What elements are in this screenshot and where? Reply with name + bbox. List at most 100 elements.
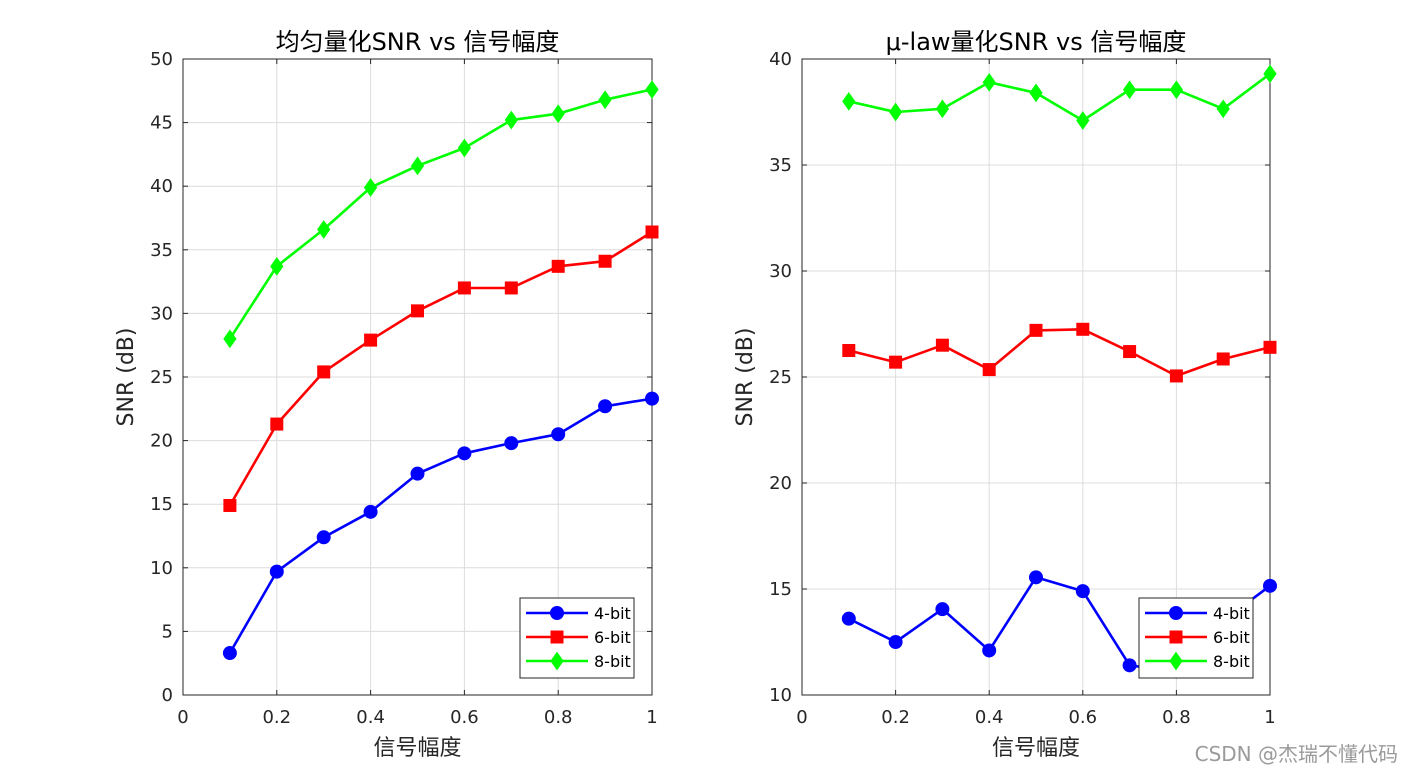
legend-marker: [1169, 606, 1183, 620]
data-point: [598, 399, 613, 414]
data-point: [364, 333, 378, 347]
data-point: [551, 427, 566, 442]
data-point: [1263, 578, 1277, 593]
legend-marker: [550, 651, 564, 671]
series-line: [848, 327, 1271, 378]
y-tick-label: 50: [150, 49, 173, 70]
y-tick-label: 20: [769, 473, 792, 494]
data-point: [270, 417, 284, 431]
x-tick-label: 0.8: [544, 707, 573, 728]
data-point: [645, 225, 659, 239]
legend-label: 4-bit: [594, 604, 631, 623]
data-point: [504, 110, 518, 130]
data-point: [457, 138, 472, 158]
x-tick-label: 0.6: [1068, 707, 1097, 728]
data-point: [1123, 345, 1137, 359]
x-tick-label: 0.2: [262, 707, 291, 728]
x-tick-label: 0: [177, 707, 188, 728]
data-point: [982, 643, 997, 658]
y-axis-label: SNR (dB): [733, 328, 758, 427]
legend-marker: [1169, 651, 1183, 671]
chart-title: 均匀量化SNR vs 信号幅度: [276, 28, 560, 56]
data-point: [363, 504, 378, 519]
y-tick-label: 40: [150, 176, 173, 197]
data-point: [982, 72, 996, 92]
data-point: [269, 564, 284, 579]
data-point: [1263, 340, 1277, 354]
y-tick-label: 15: [769, 579, 792, 600]
y-tick-label: 25: [769, 367, 792, 388]
chart-uniform-quantization: 0 0.2 0.4 0.6 0.8 105101520253035404550均匀量化SN…: [114, 28, 659, 761]
data-point: [1075, 584, 1090, 599]
data-point: [598, 90, 612, 110]
data-point: [410, 466, 425, 481]
legend-label: 4-bit: [1213, 604, 1250, 623]
legend-marker: [1169, 630, 1183, 644]
data-point: [222, 646, 237, 661]
series-8-bit: [842, 64, 1277, 130]
data-point: [411, 304, 424, 318]
series-line: [848, 72, 1271, 122]
data-point: [598, 254, 612, 268]
y-tick-label: 30: [769, 261, 792, 282]
series-line: [228, 88, 653, 340]
data-point: [1122, 80, 1137, 100]
series-line: [228, 397, 653, 654]
data-point: [1169, 80, 1184, 100]
data-point: [1169, 369, 1183, 383]
data-point: [270, 256, 284, 276]
legend-label: 8-bit: [1213, 652, 1250, 671]
data-point: [889, 355, 903, 369]
y-tick-label: 35: [150, 240, 173, 261]
series-8-bit: [223, 80, 659, 349]
legend-label: 6-bit: [1213, 628, 1250, 647]
data-point: [982, 363, 996, 377]
series-line: [228, 230, 653, 507]
x-tick-label: 0.8: [1162, 707, 1191, 728]
data-point: [1076, 322, 1090, 336]
y-tick-label: 25: [150, 367, 173, 388]
y-tick-label: 0: [162, 685, 173, 706]
data-point: [504, 281, 518, 295]
legend: 4-bit 6-bit 8-bit: [519, 597, 635, 679]
data-point: [842, 344, 856, 357]
data-point: [1029, 570, 1043, 585]
y-tick-label: 10: [150, 558, 173, 579]
data-point: [645, 80, 659, 99]
data-point: [1263, 64, 1277, 84]
data-point: [1029, 83, 1043, 103]
x-axis-label: 信号幅度: [373, 736, 461, 761]
x-tick-label: 0: [796, 707, 807, 728]
data-point: [223, 498, 237, 512]
y-tick-label: 5: [162, 621, 173, 642]
data-point: [1216, 99, 1230, 119]
data-point: [551, 104, 565, 124]
y-tick-label: 35: [769, 155, 792, 176]
y-tick-label: 30: [150, 303, 173, 324]
data-point: [363, 178, 378, 197]
x-tick-label: 0.4: [975, 707, 1004, 728]
data-point: [935, 99, 950, 119]
data-point: [1029, 323, 1043, 337]
x-axis-label: 信号幅度: [992, 736, 1080, 761]
data-point: [842, 92, 856, 111]
data-point: [317, 220, 331, 239]
data-point: [316, 530, 331, 545]
y-tick-label: 15: [150, 494, 173, 515]
data-point: [504, 436, 519, 451]
data-point: [935, 338, 949, 352]
legend-label: 6-bit: [594, 628, 631, 647]
y-tick-label: 45: [150, 113, 173, 134]
x-tick-label: 1: [646, 707, 657, 728]
x-tick-label: 1: [1264, 707, 1275, 728]
data-point: [888, 635, 903, 649]
y-tick-label: 10: [769, 685, 792, 706]
series-6-bit: [223, 225, 659, 512]
y-tick-label: 20: [150, 431, 173, 452]
data-point: [935, 602, 950, 617]
data-point: [841, 611, 856, 626]
chart-title: μ-law量化SNR vs 信号幅度: [886, 28, 1187, 56]
x-tick-label: 0.4: [356, 707, 385, 728]
legend-marker: [550, 630, 564, 644]
chart-mulaw-quantization: 0 0.2 0.4 0.6 0.8 1 10 15 20 25 30 35 40 μ-law量化SNR v…: [733, 28, 1277, 761]
